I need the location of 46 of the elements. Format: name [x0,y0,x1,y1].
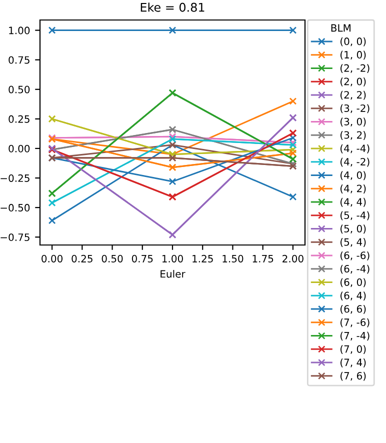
legend-label: (5, 0) [340,224,366,234]
x-tick-label: 0.25 [72,254,92,262]
chart-title: Eke = 0.81 [140,2,204,12]
y-tick-label: 0.00 [8,144,30,152]
legend-label: (3, 0) [340,118,366,127]
legend-label: (7, -4) [340,332,370,341]
x-tick-label: 1.25 [192,254,213,262]
legend-label: (7, -6) [340,318,370,328]
legend-label: (4, 2) [340,184,366,194]
legend-label: (2, 2) [340,90,366,100]
legend-label: (6, 4) [340,292,366,300]
y-tick-label: 1.00 [9,26,30,34]
legend-label: (4, -4) [340,144,370,154]
x-tick-label: 0.75 [132,254,153,262]
legend-label: (2, -2) [340,64,370,74]
legend-label: (6, -6) [340,251,370,260]
y-tick-label: −0.25 [0,174,30,182]
legend-label: (1, 0) [340,50,366,60]
y-tick-label: 0.75 [8,56,30,64]
legend-label: (0, 0) [340,37,366,46]
legend-label: (5, -4) [340,211,370,220]
x-tick-label: 2.00 [282,254,304,262]
x-tick-label: 1.00 [162,254,183,262]
legend-title: BLM [331,24,350,32]
legend-label: (4, 4) [340,198,366,207]
legend-label: (3, -2) [340,104,370,114]
x-axis-title: Euler [160,270,186,278]
y-tick-label: 0.50 [8,86,30,94]
y-tick-label: −0.50 [0,204,30,212]
y-tick-label: 0.25 [8,115,30,123]
x-tick-label: 1.75 [252,255,274,262]
legend-label: (5, 4) [340,238,366,247]
legend-label: (4, -2) [340,158,370,167]
x-tick-label: 1.50 [222,254,244,262]
legend-label: (3, 2) [340,131,366,140]
legend-label: (7, 4) [340,358,366,368]
legend-label: (7, 0) [340,345,366,354]
legend-label: (6, 0) [340,278,366,288]
y-tick-label: −0.75 [0,233,30,242]
legend-label: (6, -4) [340,264,370,274]
legend-label: (4, 0) [340,171,366,180]
x-tick-label: 0.00 [42,254,63,262]
legend-label: (2, 0) [340,78,366,86]
legend-label: (7, 6) [340,372,366,381]
legend-label: (6, 6) [340,304,366,314]
x-tick-label: 0.50 [102,254,123,262]
